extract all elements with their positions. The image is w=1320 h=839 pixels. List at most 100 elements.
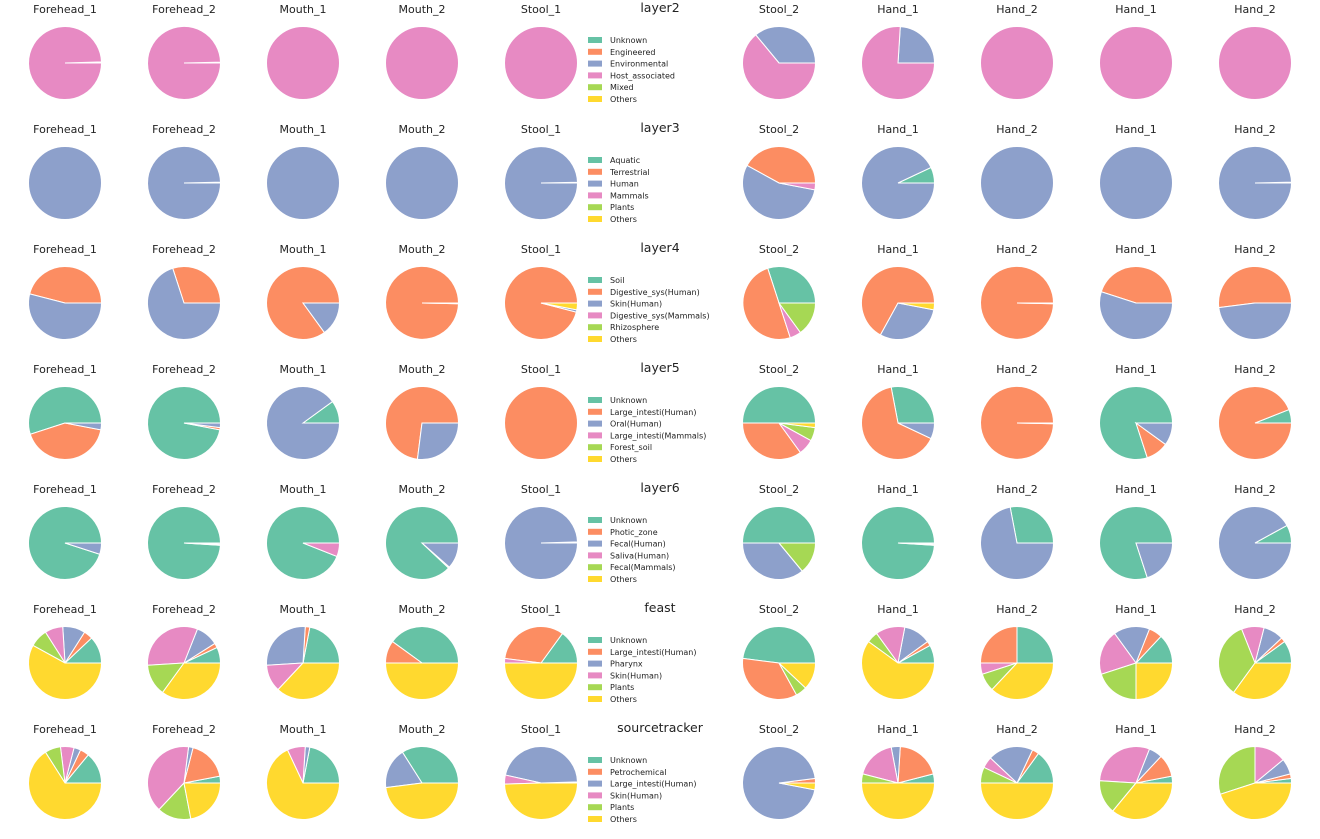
legend-label: Others [610,575,637,584]
pie-title: Hand_2 [1234,363,1275,376]
pie-title: Forehead_2 [152,123,216,136]
pie-title: Mouth_2 [399,3,446,16]
pie-title: Hand_1 [1115,483,1156,496]
legend-swatch [588,277,602,283]
legend-label: Engineered [610,48,655,57]
pie-slice-others [991,662,1055,700]
legend-label: Petrochemical [610,768,667,777]
pie-row-layer5: layer5 Unknown Large_intesti(Human) Oral(Hu… [28,360,1293,464]
pie-title: Mouth_2 [399,723,446,736]
pie-slice-terrestrial [746,145,817,184]
legend-label: Plants [610,803,634,812]
pie-title: Hand_2 [996,723,1037,736]
legend-swatch [588,564,602,571]
pie-slice-skin-human- [147,746,190,811]
legend-label: Large_intesti(Human) [610,648,696,657]
pie-slice-plants [1218,745,1256,795]
row-title: sourcetracker [617,720,704,735]
legend-swatch [588,300,602,307]
legend-swatch [588,757,602,763]
legend-swatch [588,96,602,102]
legend-swatch [588,444,602,451]
pie-slice-large-intesti-human- [385,751,423,789]
row-title: layer6 [640,480,679,495]
legend-swatch [588,816,602,822]
pie-title: Hand_1 [877,243,918,256]
pie-slice-human [742,164,816,220]
pie-slice-skin-human- [147,626,199,666]
pie-slice-fecal-mammals- [777,542,817,572]
pie-title: Forehead_1 [33,603,97,616]
pie-title: Mouth_2 [399,603,446,616]
pie-title: Mouth_1 [280,603,327,616]
pie-title: Mouth_1 [280,723,327,736]
pie-slice-digestive-sys-human- [1218,266,1293,309]
pie-title: Hand_1 [877,723,918,736]
pie-title: Hand_2 [996,363,1037,376]
pie-slice-saliva-human- [302,542,341,558]
pie-title: Hand_1 [1115,363,1156,376]
pie-slice-human [385,146,459,220]
pie-title: Hand_1 [1115,3,1156,16]
pie-slice-host-associated [147,25,222,100]
pie-title: Mouth_1 [280,483,327,496]
pie-slice-plants [1100,662,1137,701]
pie-title: Forehead_1 [33,723,97,736]
pie-slice-human [504,146,579,221]
pie-slice-skin-human- [1099,632,1137,675]
row-title: layer2 [640,0,679,15]
pie-slice-large-intesti-human- [504,386,578,460]
pie-slice-others [897,302,936,311]
pie-slice-skin-human- [421,302,460,305]
pie-slice-large-intesti-human- [29,422,102,460]
pie-slice-host-associated [1099,26,1173,100]
pie-slice-skin-human- [1099,291,1174,340]
pie-slice-others [1232,662,1293,700]
pie-title: Stool_1 [521,603,561,616]
pie-slice-others [384,662,460,700]
pie-slice-large-intesti-human- [1218,386,1293,460]
legend-swatch [588,540,602,547]
legend-label: Plants [610,203,634,212]
pie-slice-fecal-human- [504,506,579,580]
pie-slice-unknown [28,386,103,435]
legend-label: Large_intesti(Human) [610,408,696,417]
pie-title: Stool_2 [759,363,799,376]
pie-title: Forehead_1 [33,363,97,376]
legend-label: Oral(Human) [610,420,662,429]
legend-swatch [588,60,602,67]
pie-slice-environmental [755,26,817,64]
legend-swatch [588,660,602,667]
pie-row-layer3: layer3 Aquatic Terrestrial Human Mammals Plan… [28,120,1293,224]
pie-title: Hand_1 [877,123,918,136]
pie-slice-large-intesti-human- [742,657,798,700]
pie-title: Mouth_2 [399,363,446,376]
pie-slice-skin-human- [1016,302,1055,305]
legend-label: Aquatic [610,156,640,165]
pie-slice-others [778,422,817,429]
legend-label: Unknown [610,756,647,765]
pie-slice-human [1099,146,1173,220]
pie-slice-unknown [890,386,936,424]
pie-title: Hand_1 [877,363,918,376]
pie-slice-digestive-sys-human- [172,266,222,304]
legend-label: Others [610,455,637,464]
pie-slice-others [540,302,579,311]
legend-swatch [588,637,602,643]
row-title: feast [644,600,675,615]
pie-slice-human [266,146,340,220]
pie-slice-unknown [302,746,341,784]
pie-slice-unknown [391,626,460,664]
pie-slice-unknown [1009,506,1055,544]
pie-slice-petrochemical [183,747,221,784]
legend-swatch [588,204,602,211]
pie-slice-rhizosphere [778,302,817,334]
pie-slice-human [28,146,102,220]
pie-title: Stool_2 [759,603,799,616]
legend-swatch [588,672,602,679]
pie-slice-others [1219,782,1293,820]
pie-slice-digestive-sys-human- [29,266,103,304]
pie-title: Hand_2 [1234,243,1275,256]
pie-slice-host-associated [504,26,578,100]
